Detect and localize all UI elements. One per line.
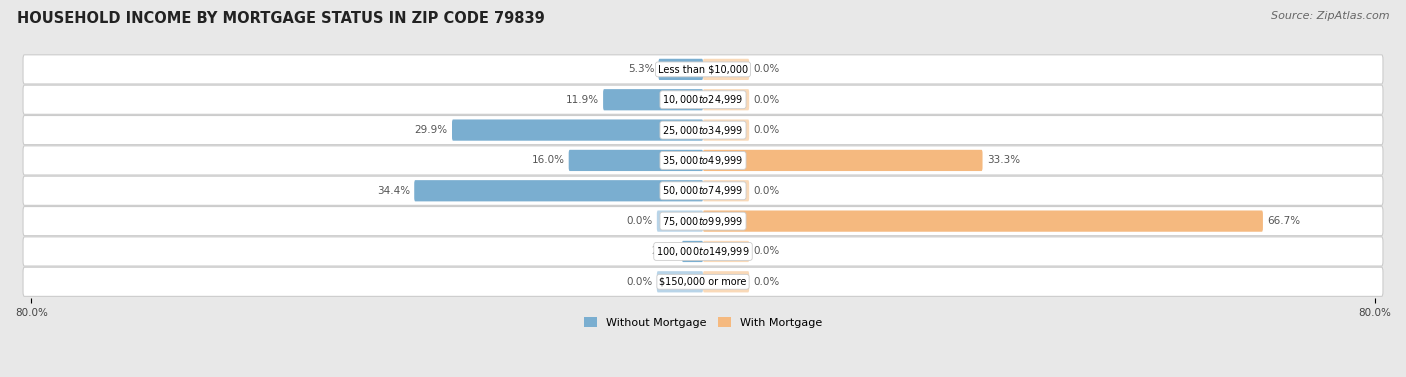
- FancyBboxPatch shape: [703, 180, 749, 201]
- Text: 0.0%: 0.0%: [754, 64, 779, 74]
- FancyBboxPatch shape: [22, 267, 1384, 296]
- Text: 34.4%: 34.4%: [377, 186, 411, 196]
- FancyBboxPatch shape: [568, 150, 703, 171]
- Text: 0.0%: 0.0%: [754, 186, 779, 196]
- FancyBboxPatch shape: [703, 241, 749, 262]
- FancyBboxPatch shape: [658, 59, 703, 80]
- Text: $50,000 to $74,999: $50,000 to $74,999: [662, 184, 744, 197]
- Text: $10,000 to $24,999: $10,000 to $24,999: [662, 93, 744, 106]
- Text: 0.0%: 0.0%: [754, 95, 779, 105]
- FancyBboxPatch shape: [22, 55, 1384, 84]
- FancyBboxPatch shape: [703, 89, 749, 110]
- FancyBboxPatch shape: [603, 89, 703, 110]
- Text: 5.3%: 5.3%: [628, 64, 654, 74]
- Text: 16.0%: 16.0%: [531, 155, 564, 166]
- Text: 0.0%: 0.0%: [627, 216, 652, 226]
- FancyBboxPatch shape: [22, 115, 1384, 145]
- Text: $35,000 to $49,999: $35,000 to $49,999: [662, 154, 744, 167]
- FancyBboxPatch shape: [657, 210, 703, 232]
- FancyBboxPatch shape: [451, 120, 703, 141]
- FancyBboxPatch shape: [415, 180, 703, 201]
- Text: 0.0%: 0.0%: [754, 125, 779, 135]
- Text: 33.3%: 33.3%: [987, 155, 1019, 166]
- Text: Source: ZipAtlas.com: Source: ZipAtlas.com: [1271, 11, 1389, 21]
- Text: $25,000 to $34,999: $25,000 to $34,999: [662, 124, 744, 136]
- FancyBboxPatch shape: [22, 207, 1384, 236]
- Text: 29.9%: 29.9%: [415, 125, 447, 135]
- Text: $100,000 to $149,999: $100,000 to $149,999: [657, 245, 749, 258]
- FancyBboxPatch shape: [703, 120, 749, 141]
- Text: 0.0%: 0.0%: [754, 247, 779, 256]
- FancyBboxPatch shape: [22, 85, 1384, 114]
- FancyBboxPatch shape: [22, 237, 1384, 266]
- Text: 11.9%: 11.9%: [565, 95, 599, 105]
- Text: Less than $10,000: Less than $10,000: [658, 64, 748, 74]
- FancyBboxPatch shape: [22, 146, 1384, 175]
- FancyBboxPatch shape: [703, 210, 1263, 232]
- FancyBboxPatch shape: [703, 59, 749, 80]
- FancyBboxPatch shape: [22, 176, 1384, 205]
- Text: 0.0%: 0.0%: [627, 277, 652, 287]
- FancyBboxPatch shape: [657, 271, 703, 293]
- Text: 2.5%: 2.5%: [651, 247, 678, 256]
- Text: $150,000 or more: $150,000 or more: [659, 277, 747, 287]
- Text: 0.0%: 0.0%: [754, 277, 779, 287]
- FancyBboxPatch shape: [703, 150, 983, 171]
- Text: HOUSEHOLD INCOME BY MORTGAGE STATUS IN ZIP CODE 79839: HOUSEHOLD INCOME BY MORTGAGE STATUS IN Z…: [17, 11, 544, 26]
- FancyBboxPatch shape: [682, 241, 703, 262]
- Text: $75,000 to $99,999: $75,000 to $99,999: [662, 215, 744, 228]
- Text: 66.7%: 66.7%: [1267, 216, 1301, 226]
- Legend: Without Mortgage, With Mortgage: Without Mortgage, With Mortgage: [579, 313, 827, 332]
- FancyBboxPatch shape: [703, 271, 749, 293]
